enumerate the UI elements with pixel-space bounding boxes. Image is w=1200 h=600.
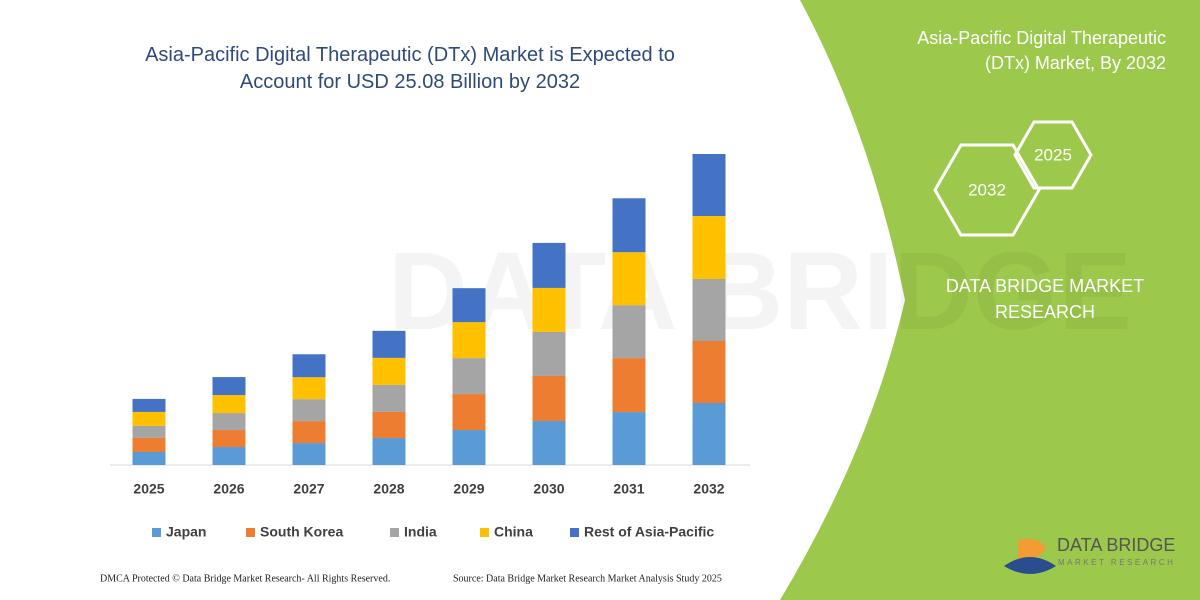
- x-tick-label: 2032: [693, 481, 724, 497]
- bar-segment: [612, 412, 646, 465]
- bar-segment: [372, 437, 406, 465]
- bar-segment: [132, 398, 166, 412]
- bar-segment: [452, 322, 486, 359]
- x-tick-label: 2027: [293, 481, 324, 497]
- bar-segment: [532, 375, 566, 421]
- bar-segment: [452, 288, 486, 323]
- bar-segment: [692, 216, 726, 279]
- legend-label: India: [404, 524, 437, 540]
- bar-segment: [132, 437, 166, 452]
- bar-segment: [452, 358, 486, 395]
- panel-title: Asia-Pacific Digital Therapeutic (DTx) M…: [917, 28, 1166, 73]
- x-tick-label: 2031: [613, 481, 644, 497]
- legend-swatch: [246, 528, 255, 537]
- bar-segment: [692, 340, 726, 403]
- hexagon: [1013, 120, 1093, 190]
- panel-brand: DATA BRIDGE MARKET RESEARCH: [945, 276, 1145, 322]
- legend-label: China: [494, 524, 533, 540]
- x-tick-label: 2030: [533, 481, 564, 497]
- bar-segment: [292, 399, 326, 422]
- footer-right: Source: Data Bridge Market Research Mark…: [453, 573, 722, 584]
- bar-segment: [612, 305, 646, 359]
- bar-segment: [212, 430, 246, 448]
- hexagon-label: 2032: [968, 180, 1006, 199]
- side-panel: [780, 0, 1200, 600]
- logo-mark: [1004, 557, 1056, 574]
- bar-segment: [292, 443, 326, 465]
- bar-segment: [532, 287, 566, 332]
- x-tick-label: 2028: [373, 481, 404, 497]
- bar-segment: [212, 395, 246, 414]
- logo-name: DATA BRIDGE: [1057, 535, 1175, 555]
- bar-segment: [292, 377, 326, 400]
- logo-mark: [1018, 532, 1046, 560]
- bar-segment: [212, 413, 246, 431]
- bar-segment: [132, 411, 166, 426]
- bar-segment: [372, 384, 406, 412]
- bar-segment: [532, 331, 566, 376]
- x-tick-label: 2025: [133, 481, 164, 497]
- bar-segment: [212, 447, 246, 465]
- bar-segment: [452, 430, 486, 465]
- bar-segment: [532, 242, 566, 288]
- bar-segment: [612, 358, 646, 413]
- bar-segment: [612, 252, 646, 306]
- legend-swatch: [390, 528, 399, 537]
- bar-segment: [132, 425, 166, 438]
- hexagon-label: 2025: [1034, 145, 1072, 164]
- legend-swatch: [480, 528, 489, 537]
- bar-segment: [612, 198, 646, 253]
- legend-label: South Korea: [260, 524, 343, 540]
- bar-segment: [532, 420, 566, 465]
- bar-segment: [692, 278, 726, 341]
- watermark: DATA BRIDGE: [388, 230, 1131, 353]
- bar-segment: [292, 354, 326, 378]
- hexagon: [933, 143, 1041, 237]
- bar-segment: [692, 402, 726, 465]
- bar-segment: [372, 357, 406, 385]
- bar-segment: [372, 411, 406, 438]
- x-tick-label: 2029: [453, 481, 484, 497]
- logo-tagline: MARKET RESEARCH: [1058, 558, 1175, 567]
- footer-left: DMCA Protected © Data Bridge Market Rese…: [100, 573, 390, 584]
- bar-segment: [452, 394, 486, 431]
- x-tick-label: 2026: [213, 481, 244, 497]
- chart-title: Asia-Pacific Digital Therapeutic (DTx) M…: [145, 44, 675, 93]
- legend-label: Rest of Asia-Pacific: [584, 524, 714, 540]
- bar-segment: [132, 451, 166, 465]
- legend-swatch: [570, 528, 579, 537]
- bar-segment: [692, 154, 726, 217]
- bar-segment: [212, 377, 246, 396]
- legend-label: Japan: [166, 524, 206, 540]
- bar-segment: [292, 421, 326, 444]
- legend-swatch: [152, 528, 161, 537]
- bar-segment: [372, 330, 406, 358]
